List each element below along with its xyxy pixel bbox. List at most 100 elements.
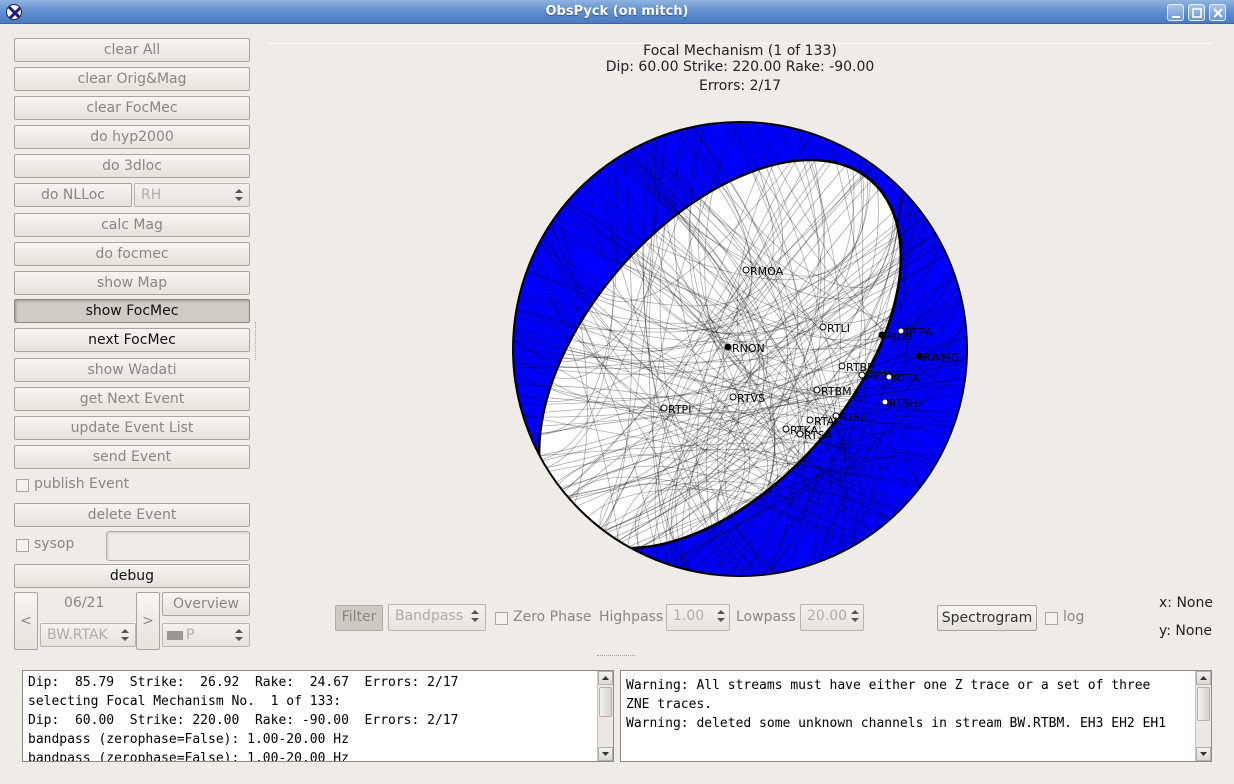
nodal-plane-trace: [513, 191, 904, 369]
nodal-plane-trace: [643, 138, 776, 574]
nodal-plane-trace: [632, 148, 961, 326]
update-event-list-button[interactable]: update Event List: [14, 416, 250, 440]
nodal-plane-trace: [587, 488, 892, 519]
next-event-button[interactable]: >: [136, 592, 160, 650]
station-marker: [806, 416, 814, 424]
vertical-scrollbar[interactable]: [597, 671, 613, 761]
show-wadati-button[interactable]: show Wadati: [14, 358, 250, 382]
do-hyp2000-button[interactable]: do hyp2000: [14, 125, 250, 149]
nodal-plane-trace: [598, 170, 864, 544]
splitter-handle[interactable]: [597, 655, 635, 656]
nodal-plane-trace: [571, 166, 879, 502]
station-select[interactable]: BW.RTAK: [40, 623, 136, 647]
overview-button[interactable]: Overview: [162, 592, 250, 616]
filter-toggle-button[interactable]: Filter: [335, 605, 383, 631]
nodal-plane-trace: [526, 269, 955, 350]
phase-select[interactable]: P: [162, 623, 250, 647]
nodal-plane-trace: [688, 245, 943, 574]
send-event-button[interactable]: send Event: [14, 445, 250, 469]
calc-mag-button[interactable]: calc Mag: [14, 213, 250, 237]
delete-event-button[interactable]: delete Event: [14, 503, 250, 527]
spectrogram-button[interactable]: Spectrogram: [937, 605, 1037, 631]
nodal-plane-trace: [613, 122, 799, 538]
nodal-plane-trace: [754, 197, 910, 576]
station-marker: [796, 430, 804, 438]
nodal-plane-trace: [616, 335, 967, 540]
debug-button[interactable]: debug: [14, 564, 250, 588]
log-checkbox[interactable]: [1045, 612, 1058, 625]
close-icon[interactable]: [1209, 4, 1226, 21]
minimize-icon[interactable]: [1167, 4, 1184, 21]
focal-mechanism-plot[interactable]: RMOA RTLI RJOB RTPA RNON RWMO RTBE RTZA RTTA RTBM…: [268, 43, 1212, 590]
nodal-plane-trace: [729, 122, 831, 563]
nodal-plane-trace: [516, 309, 746, 569]
previous-event-button[interactable]: <: [14, 592, 38, 650]
nodal-plane-trace: [622, 154, 845, 553]
vertical-scrollbar[interactable]: [1195, 671, 1211, 761]
beachball-outline: [512, 121, 968, 577]
do-focmec-button[interactable]: do focmec: [14, 242, 250, 266]
nodal-planes: [513, 122, 967, 576]
scroll-thumb[interactable]: [1197, 687, 1210, 721]
nodal-plane-trace: [563, 161, 869, 493]
nodal-plane-trace: [589, 178, 918, 331]
nodal-plane-trace: [513, 350, 967, 414]
nlloc-model-select[interactable]: RH: [134, 183, 250, 207]
do-3dloc-button[interactable]: do 3dloc: [14, 154, 250, 178]
nodal-plane-trace: [806, 140, 867, 567]
app-icon: [6, 4, 22, 20]
nodal-plane-trace: [862, 300, 963, 541]
lowpass-spinbox[interactable]: 20.00: [800, 604, 864, 631]
station-label: RTSA: [804, 429, 833, 442]
nodal-plane-trace: [530, 412, 920, 489]
nodal-plane-trace: [539, 241, 892, 519]
publish-event-checkbox[interactable]: [16, 479, 29, 492]
nodal-plane-trace: [679, 129, 927, 288]
scroll-down-icon[interactable]: [1196, 747, 1211, 761]
nodal-plane-trace: [647, 205, 916, 557]
log-console-right[interactable]: Warning: All streams must have either on…: [620, 670, 1212, 762]
scroll-thumb[interactable]: [599, 687, 612, 717]
nodal-plane-trace: [656, 126, 788, 561]
log-console-left[interactable]: Dip: 85.79 Strike: 26.92 Rake: 24.67 Err…: [22, 670, 614, 762]
sysop-password-field[interactable]: [106, 531, 250, 561]
highpass-label: Highpass: [599, 609, 664, 625]
clear-orig-mag-button[interactable]: clear Orig&Mag: [14, 67, 250, 91]
nodal-plane-trace: [594, 174, 942, 324]
next-focmec-button[interactable]: next FocMec: [14, 328, 250, 352]
filter-type-select[interactable]: Bandpass: [388, 604, 486, 631]
nodal-plane-trace: [513, 339, 875, 533]
nodal-plane-trace: [603, 165, 875, 531]
maximize-icon[interactable]: [1188, 4, 1205, 21]
nodal-plane-trace: [826, 156, 864, 559]
station-marker: [729, 393, 737, 401]
nodal-plane-trace: [538, 244, 817, 566]
nodal-plane-trace: [668, 466, 921, 565]
nodal-plane-trace: [717, 170, 882, 574]
window-titlebar[interactable]: ObsPyck (on mitch): [0, 0, 1234, 24]
nodal-plane-trace: [642, 141, 755, 576]
nodal-plane-trace: [556, 378, 966, 483]
show-focmec-button[interactable]: show FocMec: [14, 299, 250, 323]
scroll-up-icon[interactable]: [1196, 671, 1211, 685]
beachball-diagram: RMOARTLIRJOBRTPARNONRWMORTBERTZARTTARTBM…: [512, 121, 968, 577]
splitter-handle[interactable]: [255, 322, 257, 360]
show-map-button[interactable]: show Map: [14, 271, 250, 295]
station-marker: [819, 323, 827, 331]
station-label: RMOA: [750, 265, 784, 278]
nodal-plane-trace: [619, 156, 806, 576]
station-marker: [838, 362, 846, 370]
zero-phase-checkbox[interactable]: [495, 612, 508, 625]
log-line: Dip: 85.79 Strike: 26.92 Rake: 24.67 Err…: [28, 675, 459, 690]
clear-focmec-button[interactable]: clear FocMec: [14, 96, 250, 120]
scroll-up-icon[interactable]: [598, 671, 613, 685]
sysop-checkbox[interactable]: [16, 539, 29, 552]
clear-all-button[interactable]: clear All: [14, 38, 250, 62]
get-next-event-button[interactable]: get Next Event: [14, 387, 250, 411]
scroll-down-icon[interactable]: [598, 747, 613, 761]
log-line: Warning: All streams must have either on…: [626, 678, 1151, 693]
log-line: Dip: 60.00 Strike: 220.00 Rake: -90.00 E…: [28, 713, 459, 728]
station-label: RTPI: [668, 403, 691, 416]
highpass-spinbox[interactable]: 1.00: [666, 604, 730, 631]
do-nlloc-button[interactable]: do NLLoc: [14, 183, 132, 207]
